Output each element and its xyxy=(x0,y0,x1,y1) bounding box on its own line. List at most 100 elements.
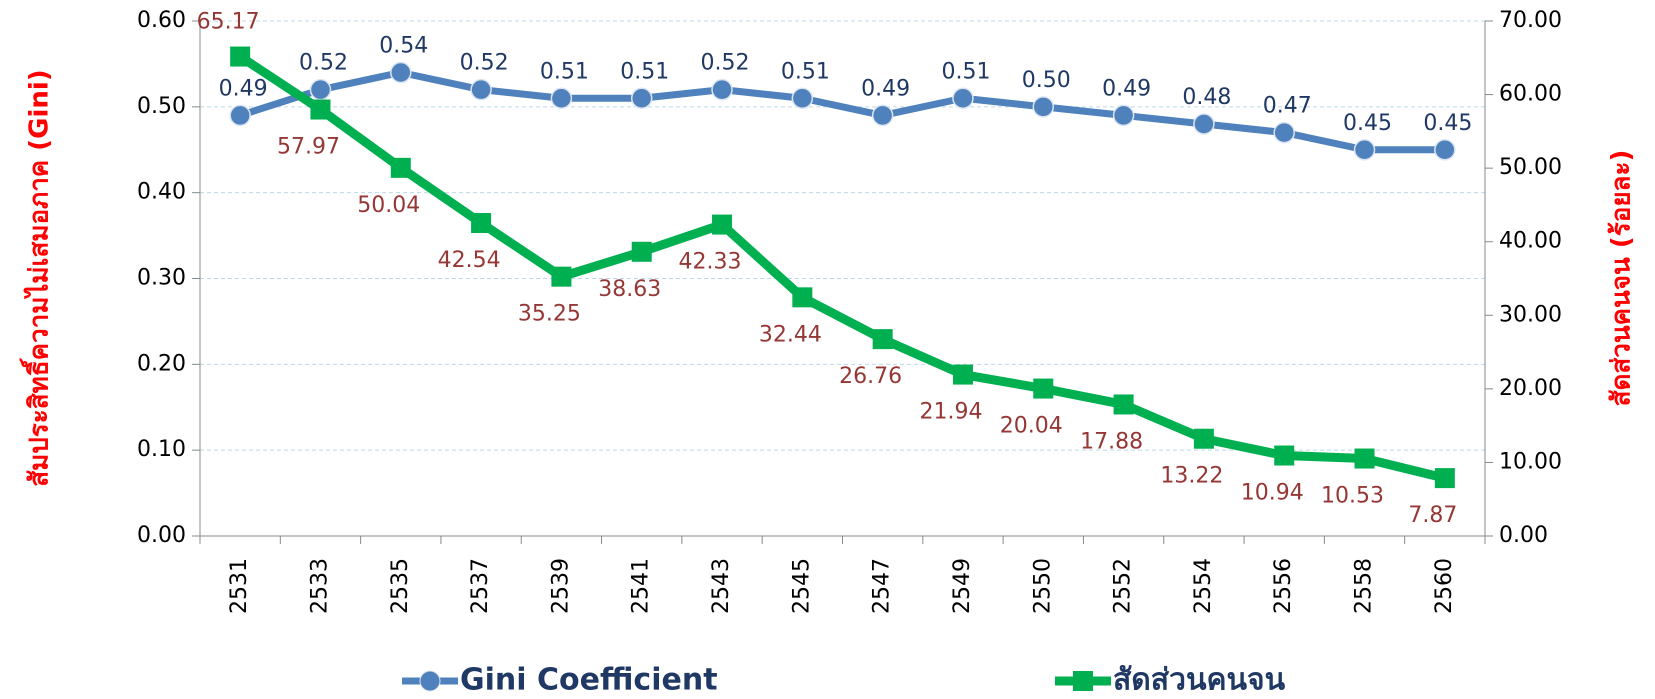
marker xyxy=(1353,139,1376,161)
x-tick-label: 2554 xyxy=(1191,558,1216,614)
x-tick-label: 2541 xyxy=(629,558,654,614)
y2-tick-label: 40.00 xyxy=(1499,229,1562,254)
x-tick-label: 2550 xyxy=(1030,558,1055,614)
y2-tick-label: 20.00 xyxy=(1499,376,1562,401)
data-label: 7.87 xyxy=(1408,503,1457,528)
marker xyxy=(1434,139,1456,161)
y-tick-label: 0.60 xyxy=(137,8,186,33)
marker xyxy=(1193,428,1214,449)
marker xyxy=(712,214,733,235)
data-label: 50.04 xyxy=(357,193,420,218)
x-tick-label: 2560 xyxy=(1432,558,1457,614)
marker xyxy=(309,78,332,101)
data-label: 26.76 xyxy=(839,364,902,389)
data-label: 0.52 xyxy=(460,51,509,76)
marker xyxy=(1112,104,1135,127)
data-label: 42.33 xyxy=(679,250,742,275)
marker xyxy=(230,46,251,67)
marker xyxy=(871,104,894,127)
y-tick-label: 0.10 xyxy=(137,437,186,462)
x-tick-label: 2552 xyxy=(1111,558,1136,614)
marker xyxy=(390,61,412,84)
marker xyxy=(1113,394,1134,415)
data-label: 0.51 xyxy=(781,59,830,84)
x-tick-label: 2556 xyxy=(1271,558,1296,614)
data-label: 20.04 xyxy=(1000,414,1063,439)
data-label: 0.50 xyxy=(1022,68,1071,93)
data-label: 57.97 xyxy=(277,135,340,160)
y-tick-label: 0.00 xyxy=(137,523,186,548)
y2-tick-label: 10.00 xyxy=(1499,449,1562,474)
y2-axis-title: สัดส่วนคนจน (ร้อยละ) xyxy=(1607,150,1637,407)
marker xyxy=(631,241,652,262)
x-tick-label: 2533 xyxy=(307,558,332,614)
marker xyxy=(791,87,814,109)
data-label: 13.22 xyxy=(1160,464,1223,489)
data-label: 21.94 xyxy=(919,400,982,425)
x-tick-label: 2545 xyxy=(789,558,814,614)
x-tick-label: 2531 xyxy=(227,558,252,614)
marker xyxy=(550,87,573,109)
x-tick-label: 2547 xyxy=(870,558,895,614)
y2-tick-label: 30.00 xyxy=(1499,302,1562,327)
x-tick-label: 2535 xyxy=(388,558,413,614)
marker xyxy=(471,213,492,234)
data-label: 32.44 xyxy=(759,322,822,347)
y-tick-label: 0.30 xyxy=(137,266,186,291)
marker xyxy=(952,87,974,109)
data-label: 0.52 xyxy=(701,51,750,76)
series-line xyxy=(239,69,1445,154)
x-tick-label: 2539 xyxy=(548,558,573,614)
data-label: 0.49 xyxy=(1102,76,1151,101)
y2-tick-label: 60.00 xyxy=(1499,82,1562,107)
data-label: 0.45 xyxy=(1423,111,1472,136)
marker xyxy=(630,87,653,109)
y-axis-title: สัมประสิทธิ์ความไม่เสมอภาค (Gini) xyxy=(19,69,55,486)
y2-tick-label: 70.00 xyxy=(1499,8,1562,33)
series-line xyxy=(237,52,1446,483)
legend-marker xyxy=(419,670,441,692)
marker xyxy=(1274,445,1295,466)
data-label: 0.45 xyxy=(1343,111,1392,136)
x-tick-label: 2543 xyxy=(709,558,734,614)
y-tick-label: 0.20 xyxy=(137,351,186,376)
data-label: 42.54 xyxy=(438,248,501,273)
data-label: 0.54 xyxy=(379,34,428,59)
y-tick-label: 0.40 xyxy=(137,180,186,205)
marker xyxy=(792,287,813,308)
legend-label: Gini Coefficient xyxy=(460,663,718,698)
x-tick-label: 2537 xyxy=(468,558,493,614)
data-label: 0.48 xyxy=(1182,85,1231,110)
data-label: 35.25 xyxy=(518,302,581,327)
data-label: 0.51 xyxy=(540,59,589,84)
data-label: 0.52 xyxy=(299,51,348,76)
marker xyxy=(470,78,492,101)
y2-tick-label: 50.00 xyxy=(1499,155,1562,180)
marker xyxy=(1032,96,1055,118)
data-label: 0.51 xyxy=(620,59,669,84)
data-label: 0.47 xyxy=(1263,94,1312,119)
data-label: 0.49 xyxy=(861,76,910,101)
marker xyxy=(711,78,733,101)
data-label: 65.17 xyxy=(197,10,260,35)
data-label: 10.53 xyxy=(1321,484,1384,509)
marker xyxy=(872,329,893,350)
data-label: 10.94 xyxy=(1241,481,1304,506)
y-tick-label: 0.50 xyxy=(137,94,186,119)
data-label: 17.88 xyxy=(1080,429,1143,454)
marker xyxy=(1434,468,1455,489)
x-tick-label: 2549 xyxy=(950,558,975,614)
marker xyxy=(310,99,331,120)
marker xyxy=(1033,378,1054,399)
legend-label: สัดส่วนคนจน xyxy=(1113,663,1286,698)
data-label: 0.51 xyxy=(941,59,990,84)
marker xyxy=(1354,448,1375,469)
y2-tick-label: 0.00 xyxy=(1499,523,1548,548)
marker xyxy=(952,364,973,385)
x-tick-label: 2558 xyxy=(1352,558,1377,614)
marker xyxy=(229,104,251,127)
marker xyxy=(1273,121,1295,144)
data-label: 0.49 xyxy=(219,76,268,101)
marker xyxy=(1193,113,1215,135)
